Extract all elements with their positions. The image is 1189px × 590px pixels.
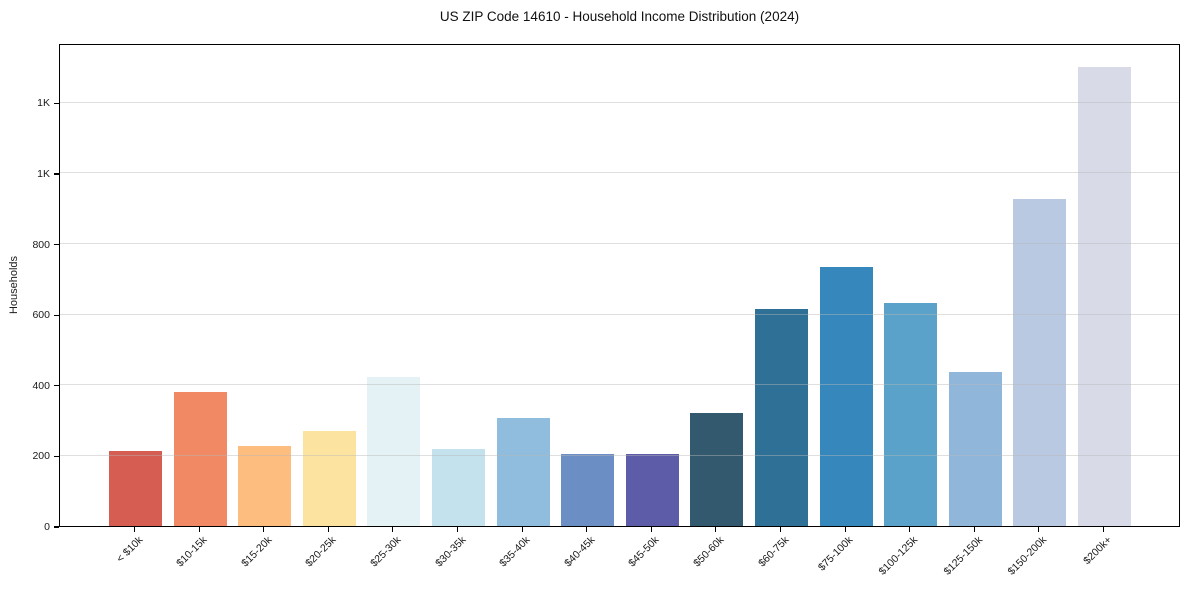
bar-150-200k [1013,199,1067,526]
bar-60-75k [755,308,808,526]
bar-15-20k [238,445,292,526]
plot-area [59,44,1180,527]
gridline-200 [60,454,1179,456]
bar-25-30k [367,377,421,526]
x-tick-mark [133,527,136,532]
x-tick-mark [1102,527,1105,532]
x-tick-mark [521,527,523,532]
gridline-1200 [60,101,1179,103]
y-tick-mark [53,314,59,316]
y-tick-mark [53,173,59,175]
gridline-400 [60,384,1179,386]
x-tick-mark [263,527,265,532]
bar-40-45k [561,453,615,526]
bar-35-40k [496,417,550,526]
y-tick-mark [53,526,59,528]
x-tick-mark [650,527,652,532]
bars-layer [60,45,1179,526]
bar-20-25k [302,431,356,526]
y-tick-mark [53,102,59,104]
y-tick-label: 1K [37,97,50,110]
bar-45-50k [625,453,679,526]
y-tick-mark [53,385,59,387]
x-tick-mark [973,527,975,532]
y-tick-label: 800 [32,238,50,251]
x-tick-mark [715,527,717,532]
bar-50-60k [690,412,744,526]
chart-title: US ZIP Code 14610 - Household Income Dis… [439,9,800,24]
bar-125-150k [948,371,1002,526]
x-tick-mark [327,527,329,532]
y-tick-mark [53,243,59,246]
x-tick-mark [1038,527,1040,532]
bar-200k [1078,67,1131,526]
x-tick-mark [909,527,911,532]
x-tick-mark [844,527,846,532]
bar-10-15k [173,391,227,526]
y-tick-label: 1K [37,167,50,180]
x-tick-mark [392,527,394,532]
gridline-800 [60,243,1179,245]
bar-100-125k [884,302,938,526]
x-tick-mark [779,527,782,532]
x-tick-mark [456,527,459,532]
y-tick-label: 400 [32,379,50,392]
y-tick-label: 600 [32,309,50,322]
x-tick-mark [586,527,588,532]
bar-75-100k [819,267,873,526]
x-tick-mark [198,527,200,532]
gridlines-layer [60,45,1179,526]
gridline-1000 [60,172,1179,174]
y-tick-mark [53,455,59,457]
bar-30-35k [432,449,485,526]
y-tick-label: 200 [32,450,50,463]
bar-10k [109,451,162,526]
y-axis-label: Households [8,255,20,315]
gridline-600 [60,313,1179,315]
y-tick-label: 0 [44,521,50,533]
